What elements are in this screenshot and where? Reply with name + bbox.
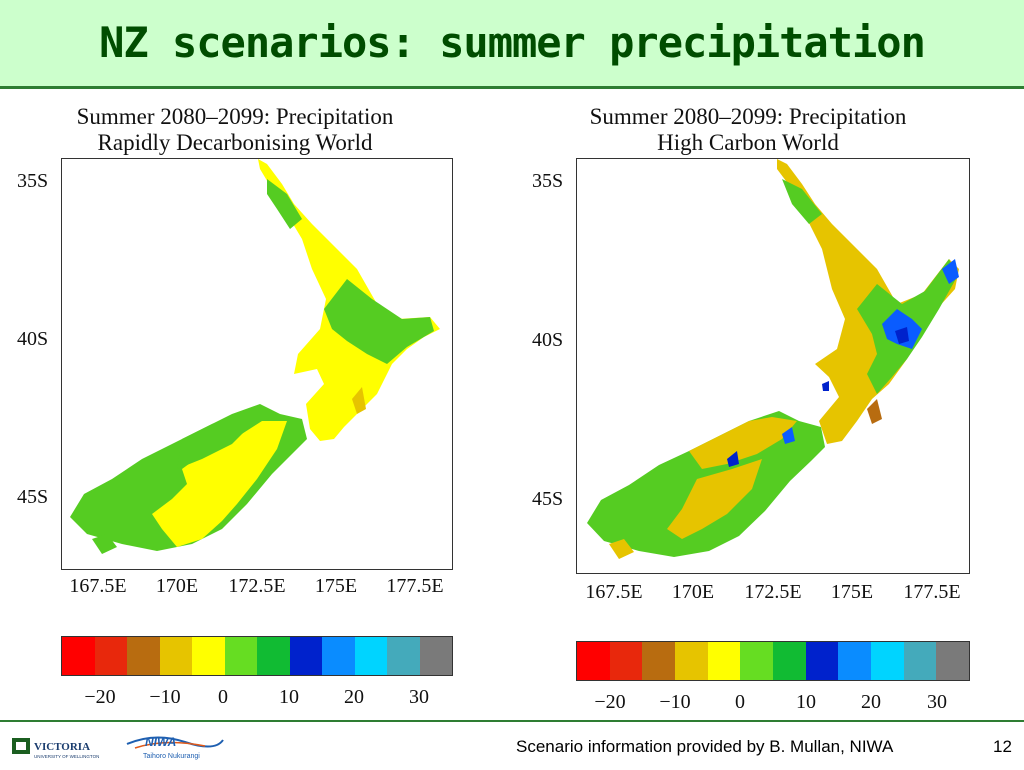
colorbar-tick: 10 [279,686,299,708]
slide-title: NZ scenarios: summer precipitation [99,18,926,67]
colorbar-swatch-7 [805,642,839,680]
footer: VICTORIA UNIVERSITY OF WELLINGTON NIWA T… [0,720,1024,770]
colorbar-swatch-5 [224,637,257,675]
colorbar-tick: 20 [861,691,881,713]
colorbar-tick: 10 [796,691,816,713]
lon-label-172-5e: 172.5E [228,575,286,597]
colorbar-tick: 20 [344,686,364,708]
colorbar-swatch-9 [871,642,904,680]
lat-label-45s: 45S [532,488,564,510]
lon-label-175e: 175E [314,575,358,597]
colorbar-swatch-7 [289,637,322,675]
map-frame [576,158,970,574]
lat-label-40s: 40S [17,328,49,350]
panel-title-line2: High Carbon World [657,130,839,155]
page-number: 12 [993,737,1012,756]
colorbar-tick: 30 [927,691,947,713]
footer-credit: Scenario information provided by B. Mull… [516,737,894,756]
south-island-yellow [152,421,287,547]
colorbar-swatch-11 [936,642,970,680]
colorbar-swatch-2 [127,637,160,675]
lat-label-35s: 35S [17,170,49,192]
lon-label-167-5e: 167.5E [69,575,127,597]
colorbar-ticks: −20 −10 0 10 20 30 [576,691,968,715]
colorbar-ticks: −20 −10 0 10 20 30 [61,686,451,710]
panel-title-line1: Summer 2080–2099: Precipitation [589,104,907,129]
lon-label-177-5e: 177.5E [386,575,444,597]
colorbar-swatch-6 [773,642,806,680]
lon-label-170e: 170E [671,581,715,603]
colorbar-swatch-11 [419,637,452,675]
svg-text:UNIVERSITY OF WELLINGTON: UNIVERSITY OF WELLINGTON [34,754,99,759]
svg-text:NIWA: NIWA [145,735,176,749]
colorbar [61,636,453,676]
colorbar-swatch-10 [903,642,937,680]
north-island-top-green [267,179,302,229]
nz-map-high-emissions [587,159,959,559]
colorbar-tick: −20 [594,691,626,713]
svg-text:VICTORIA: VICTORIA [34,741,90,753]
lon-label-177-5e: 177.5E [903,581,961,603]
colorbar-swatch-4 [707,642,741,680]
lon-label-172-5e: 172.5E [744,581,802,603]
victoria-university-logo: VICTORIA UNIVERSITY OF WELLINGTON [12,738,99,759]
colorbar-swatch-3 [159,637,192,675]
nz-map-low-emissions [70,159,440,554]
colorbar-swatch-6 [257,637,290,675]
colorbar-swatch-2 [642,642,676,680]
lon-label-167-5e: 167.5E [585,581,643,603]
south-island-yellow [689,417,797,469]
colorbar-swatch-8 [322,637,355,675]
colorbar-tick: 0 [735,691,745,713]
colorbar [576,641,970,681]
colorbar-swatch-0 [577,642,610,680]
colorbar-swatch-0 [62,637,95,675]
colorbar-swatch-1 [94,637,127,675]
colorbar-swatch-4 [192,637,225,675]
north-island-green [324,279,434,364]
colorbar-tick: 30 [409,686,429,708]
colorbar-swatch-8 [838,642,872,680]
svg-text:Taihoro Nukurangi: Taihoro Nukurangi [143,753,200,760]
colorbar-swatch-1 [609,642,643,680]
title-bar: NZ scenarios: summer precipitation [0,0,1024,89]
colorbar-swatch-10 [387,637,420,675]
colorbar-swatch-3 [675,642,708,680]
colorbar-swatch-9 [354,637,387,675]
lon-label-170e: 170E [155,575,199,597]
map-frame [61,158,453,570]
lat-label-45s: 45S [17,486,49,508]
colorbar-tick: 0 [218,686,228,708]
lat-label-40s: 40S [532,329,564,351]
lat-label-35s: 35S [532,170,564,192]
panel-title-line1: Summer 2080–2099: Precipitation [76,104,394,129]
niwa-logo: NIWA Taihoro Nukurangi [126,735,224,760]
colorbar-tick: −10 [149,686,181,708]
colorbar-tick: −20 [84,686,116,708]
colorbar-tick: −10 [659,691,691,713]
lon-label-175e: 175E [830,581,874,603]
panel-title-line2: Rapidly Decarbonising World [97,130,373,155]
colorbar-swatch-5 [740,642,774,680]
